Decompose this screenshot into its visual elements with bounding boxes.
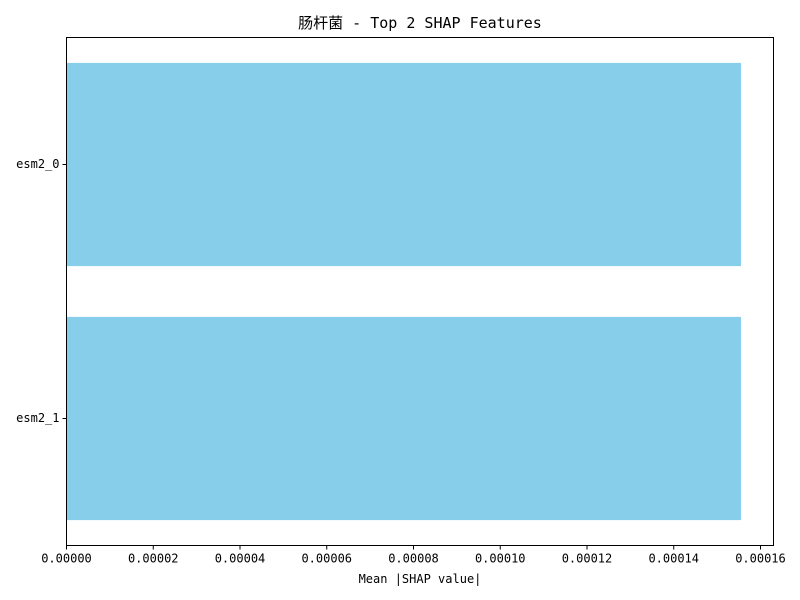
bars-layer: [66, 62, 741, 521]
x-tick-label: 0.00008: [388, 552, 439, 566]
x-tick-label: 0.00002: [128, 552, 179, 566]
chart-title: 肠杆菌 - Top 2 SHAP Features: [298, 14, 542, 32]
y-tick-label: esm2_0: [16, 157, 59, 171]
plot-frame: [66, 37, 774, 546]
y-tick-label: esm2_1: [16, 411, 59, 425]
bar-esm2_1: [66, 316, 741, 521]
x-tick-label: 0.00016: [735, 552, 786, 566]
bar-esm2_0: [66, 62, 741, 267]
x-tick-label: 0.00000: [41, 552, 92, 566]
x-tick-label: 0.00006: [301, 552, 352, 566]
x-tick-label: 0.00010: [475, 552, 526, 566]
x-axis: 0.00000 0.00002 0.00004 0.00006 0.00008 0.000…: [41, 545, 786, 566]
x-axis-label: Mean |SHAP value|: [359, 572, 482, 586]
x-tick-label: 0.00014: [648, 552, 699, 566]
x-tick-label: 0.00004: [215, 552, 266, 566]
y-axis: esm2_0 esm2_1: [16, 157, 67, 425]
x-tick-label: 0.00012: [562, 552, 613, 566]
